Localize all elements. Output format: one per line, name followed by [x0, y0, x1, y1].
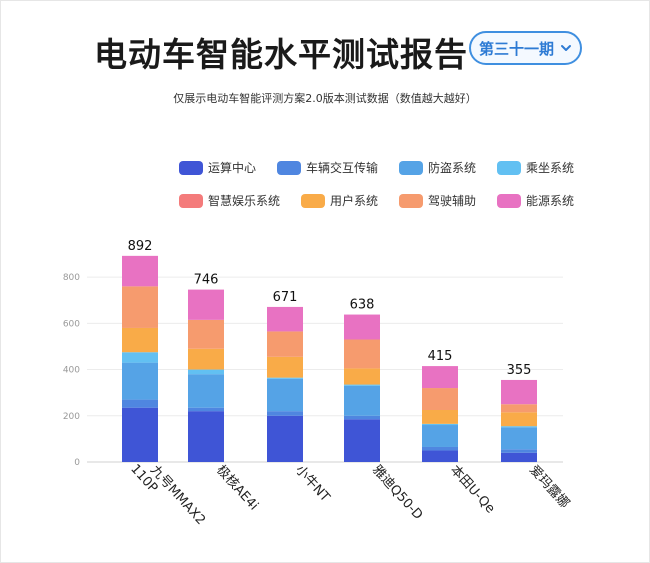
legend-swatch [179, 193, 203, 208]
x-tick-label: 爱玛露娜 [526, 463, 572, 512]
bar-segment [122, 286, 158, 328]
legend-label: 驾驶辅助 [428, 194, 477, 208]
page-title: 电动车智能水平测试报告 [94, 35, 468, 74]
bar-segment [501, 379, 537, 405]
y-tick-label: 200 [63, 412, 80, 422]
legend-label: 乘坐系统 [526, 161, 575, 175]
bar-segment [422, 450, 458, 462]
legend-swatch [497, 193, 522, 208]
x-tick-label-group: 极核AE4i [213, 463, 261, 514]
bar-segment [422, 366, 458, 389]
x-tick-label-group: 本田U-Qe [447, 463, 498, 517]
legend-swatch [179, 160, 203, 175]
legend-label: 车辆交互传输 [306, 161, 379, 175]
x-tick-label-group: 雅迪Q50-D [369, 463, 425, 523]
x-tick-label: 极核AE4i [213, 463, 261, 514]
bar-segment [188, 374, 224, 408]
legend-swatch [399, 160, 424, 175]
bar-segment [422, 410, 458, 424]
legend-label: 用户系统 [330, 194, 379, 208]
bar-segment [344, 384, 380, 386]
legend-label: 能源系统 [526, 194, 575, 208]
legend-swatch [399, 193, 424, 208]
bar-segment [188, 407, 224, 412]
legend-item[interactable]: 驾驶辅助 [399, 192, 476, 209]
legend-label: 智慧娱乐系统 [208, 194, 281, 208]
issue-label: 第三十一期 [478, 39, 554, 58]
bar-total-label: 671 [273, 290, 298, 305]
x-tick-label: 九号MMAX2110P [127, 452, 208, 537]
bar-segment [267, 331, 303, 357]
bar-segment [422, 388, 458, 410]
bar-segment [188, 369, 224, 375]
bar-segment [422, 446, 458, 451]
bar-segment [501, 412, 537, 427]
bar-segment [501, 404, 537, 413]
legend-label: 运算中心 [208, 161, 257, 175]
bar-segment [122, 399, 158, 408]
legend-row-1: 运算中心 车辆交互传输 防盗系统 乘坐系统 [179, 159, 595, 176]
bar-segment [122, 362, 158, 400]
bar-total-label: 638 [350, 298, 375, 313]
legend-swatch [301, 193, 326, 208]
bar-segment [267, 411, 303, 416]
subtitle: 仅展示电动车智能评测方案2.0版本测试数据（数值越大越好） [173, 92, 477, 105]
x-tick-label-group: 爱玛露娜 [526, 463, 572, 512]
x-tick-label: 雅迪Q50-D [369, 463, 425, 523]
bar-segment [344, 419, 380, 462]
x-tick-label: 本田U-Qe [447, 463, 498, 517]
y-tick-label: 400 [63, 366, 80, 376]
issue-selector[interactable]: 第三十一期 [469, 31, 582, 65]
bar-total-label: 415 [428, 349, 453, 364]
bar-segment [267, 377, 303, 379]
bar-segment [267, 356, 303, 378]
bar-total-label: 892 [128, 239, 153, 254]
bar-segment [188, 289, 224, 320]
bar-total-label: 355 [507, 363, 532, 378]
chevron-down-icon [561, 45, 571, 51]
x-tick-label-group: 九号MMAX2110P [127, 452, 208, 537]
bar-segment [422, 423, 458, 426]
bar-segment [267, 306, 303, 332]
bar-segment [267, 415, 303, 462]
bar-segment [122, 407, 158, 462]
y-tick-label: 800 [63, 273, 80, 283]
bar-total-label: 746 [194, 273, 219, 288]
y-tick-label: 600 [63, 319, 80, 329]
bar-segment [188, 348, 224, 370]
legend-row-2: 智慧娱乐系统 用户系统 驾驶辅助 能源系统 [179, 192, 595, 209]
legend-swatch [277, 160, 302, 175]
bar-segment [267, 378, 303, 412]
bar-segment [501, 426, 537, 428]
x-tick-label: 小牛NT [292, 463, 332, 506]
bar-segment [501, 427, 537, 450]
bar-segment [344, 314, 380, 340]
bar-segment [188, 319, 224, 349]
legend-swatch [497, 160, 522, 175]
legend-item[interactable]: 运算中心 [179, 159, 256, 176]
bar-segment [344, 368, 380, 385]
bar-segment [501, 449, 537, 453]
legend-item[interactable]: 乘坐系统 [497, 159, 574, 176]
y-tick-label: 0 [74, 458, 80, 468]
bar-segment [188, 411, 224, 462]
bar-segment [122, 327, 158, 353]
bar-segment [122, 352, 158, 363]
legend-item[interactable]: 用户系统 [301, 192, 378, 209]
x-tick-label-group: 小牛NT [292, 463, 332, 506]
legend-item[interactable]: 防盗系统 [399, 159, 476, 176]
bar-segment [122, 255, 158, 287]
legend-item[interactable]: 车辆交互传输 [277, 159, 378, 176]
legend-label: 防盗系统 [428, 161, 477, 175]
bar-segment [344, 385, 380, 416]
legend-item[interactable]: 能源系统 [497, 192, 574, 209]
legend-item[interactable]: 智慧娱乐系统 [179, 192, 280, 209]
bar-segment [422, 425, 458, 447]
bar-segment [344, 415, 380, 420]
bar-segment [344, 339, 380, 369]
bar-segment [501, 452, 537, 462]
